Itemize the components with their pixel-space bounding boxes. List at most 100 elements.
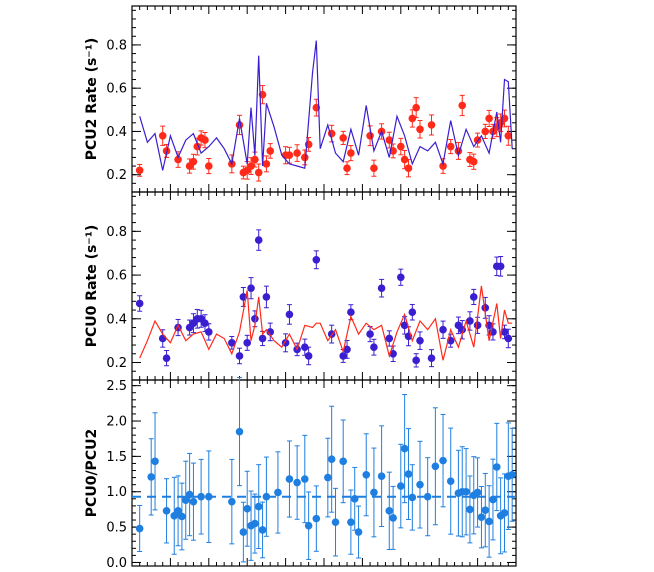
data-point	[201, 136, 209, 144]
data-point	[285, 151, 294, 160]
data-point	[347, 149, 355, 157]
y-tick-label: 0.2	[106, 356, 127, 371]
y-tick-label: 0.0	[106, 556, 127, 571]
y-axis-title: PCU0 Rate (s⁻¹)	[84, 225, 100, 347]
data-point	[189, 157, 198, 166]
data-point	[389, 514, 397, 522]
series-line	[139, 40, 513, 171]
data-point	[489, 495, 497, 504]
data-point	[304, 352, 313, 360]
data-point	[158, 131, 167, 140]
data-point	[400, 155, 409, 164]
data-point	[347, 308, 355, 317]
y-tick-label: 2.5	[106, 379, 127, 394]
data-point	[508, 470, 516, 479]
data-point	[377, 284, 386, 292]
data-point	[135, 166, 144, 175]
y-tick-label: 0.8	[106, 225, 127, 240]
data-point	[385, 136, 394, 144]
data-point	[185, 490, 194, 499]
data-point	[254, 502, 263, 511]
data-point	[427, 354, 436, 362]
data-point	[147, 473, 155, 481]
data-point	[285, 310, 294, 319]
data-point	[473, 488, 482, 497]
data-point	[485, 114, 493, 123]
data-point	[327, 455, 336, 464]
data-point	[251, 314, 259, 323]
data-point	[162, 354, 171, 362]
data-point	[493, 463, 501, 471]
data-point	[251, 519, 259, 528]
data-point	[347, 518, 355, 526]
data-point	[481, 127, 490, 136]
data-point	[404, 470, 413, 478]
data-point	[258, 526, 267, 534]
data-point	[500, 328, 509, 336]
data-point	[423, 492, 432, 501]
data-point	[370, 343, 378, 352]
data-point	[385, 507, 394, 515]
data-point	[262, 293, 271, 301]
data-point	[205, 328, 213, 336]
data-point	[416, 480, 424, 489]
data-point	[331, 518, 340, 526]
data-point	[416, 125, 424, 134]
data-point	[258, 334, 267, 343]
data-point	[446, 477, 455, 485]
data-point	[496, 262, 505, 271]
y-tick-label: 0.4	[106, 125, 127, 140]
data-point	[189, 497, 198, 506]
data-point	[504, 334, 513, 343]
data-point	[312, 514, 321, 523]
data-point	[243, 504, 251, 513]
data-point	[354, 528, 363, 536]
data-point	[158, 334, 167, 343]
data-point	[228, 339, 236, 347]
data-point	[247, 162, 255, 170]
data-point	[151, 457, 159, 466]
data-point	[339, 134, 348, 142]
data-point	[254, 236, 263, 244]
data-point	[377, 472, 386, 480]
data-point	[301, 475, 309, 483]
data-point	[262, 492, 271, 501]
data-point	[162, 507, 171, 515]
data-point	[427, 121, 436, 129]
data-point	[412, 356, 420, 365]
data-point	[412, 103, 420, 112]
data-point	[197, 492, 205, 501]
data-point	[181, 496, 190, 505]
data-point	[247, 284, 255, 292]
data-point	[201, 319, 209, 327]
data-point	[262, 160, 271, 168]
data-point	[243, 339, 251, 347]
series-line	[139, 285, 513, 361]
data-point	[205, 162, 213, 170]
data-point	[462, 487, 470, 496]
data-point	[350, 495, 359, 503]
y-tick-label: 1.5	[106, 450, 127, 465]
data-point	[293, 478, 301, 487]
data-point	[469, 157, 478, 166]
data-point	[481, 506, 490, 514]
data-point	[178, 512, 186, 521]
data-point	[385, 334, 394, 343]
data-point	[400, 444, 409, 453]
data-point	[266, 147, 275, 155]
data-point	[404, 164, 413, 173]
data-point	[439, 325, 447, 334]
data-point	[174, 155, 182, 164]
data-point	[439, 456, 447, 465]
y-tick-label: 0.6	[106, 269, 127, 284]
data-point	[293, 149, 301, 157]
data-point	[266, 328, 275, 336]
data-point	[312, 255, 321, 264]
data-point	[235, 427, 244, 436]
chart-panel-3: 0.0 0.5 1.0 1.5 2.0 2.5 PCU0/PCU2	[84, 377, 517, 571]
data-point	[397, 482, 405, 490]
data-point	[446, 142, 455, 151]
data-point	[504, 131, 513, 140]
data-point	[235, 121, 244, 129]
data-point	[397, 273, 405, 282]
